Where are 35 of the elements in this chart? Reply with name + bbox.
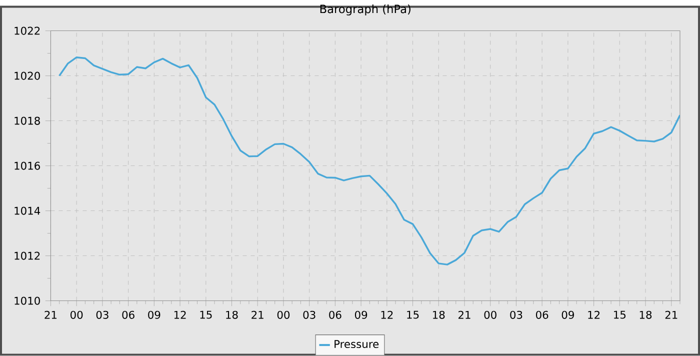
x-tick-label: 03: [96, 310, 108, 319]
y-tick-label: 1018: [14, 116, 40, 125]
x-tick-label: 18: [433, 310, 445, 319]
x-tick-label: 12: [174, 310, 186, 319]
x-tick-label: 15: [407, 310, 419, 319]
x-tick-label: 03: [303, 310, 316, 319]
y-tick-label: 1016: [14, 162, 40, 170]
x-tick-label: 00: [277, 310, 290, 319]
x-tick-label: 21: [252, 310, 264, 319]
x-tick-label: 18: [640, 310, 652, 319]
y-tick-label: 1022: [14, 26, 40, 35]
x-tick-label: 09: [562, 310, 574, 319]
legend-label: Pressure: [334, 340, 379, 348]
x-tick-label: 09: [354, 310, 368, 319]
x-tick-label: 21: [665, 310, 678, 319]
chart-title: Barograph (hPa): [320, 4, 410, 16]
x-tick-label: 06: [536, 310, 548, 319]
y-tick-label: 1012: [14, 252, 40, 260]
x-tick-label: 15: [200, 310, 212, 319]
x-tick-label: 18: [226, 310, 238, 319]
y-tick-label: 1020: [14, 72, 40, 80]
line-series: [58, 56, 680, 266]
x-tick-label: 09: [148, 310, 160, 319]
x-tick-label: 12: [381, 310, 393, 319]
y-tick-label: 1010: [14, 296, 40, 305]
x-tick-label: 12: [588, 310, 600, 319]
x-tick-label: 21: [458, 310, 470, 319]
x-tick-label: 03: [510, 310, 522, 319]
x-tick-label: 21: [44, 310, 57, 319]
x-tick-label: 15: [614, 310, 626, 319]
x-tick-label: 06: [122, 310, 134, 319]
x-tick-label: 00: [70, 310, 83, 319]
y-tick-label: 1014: [14, 206, 40, 215]
x-tick-label: 06: [329, 310, 342, 319]
x-tick-label: 00: [484, 310, 496, 319]
